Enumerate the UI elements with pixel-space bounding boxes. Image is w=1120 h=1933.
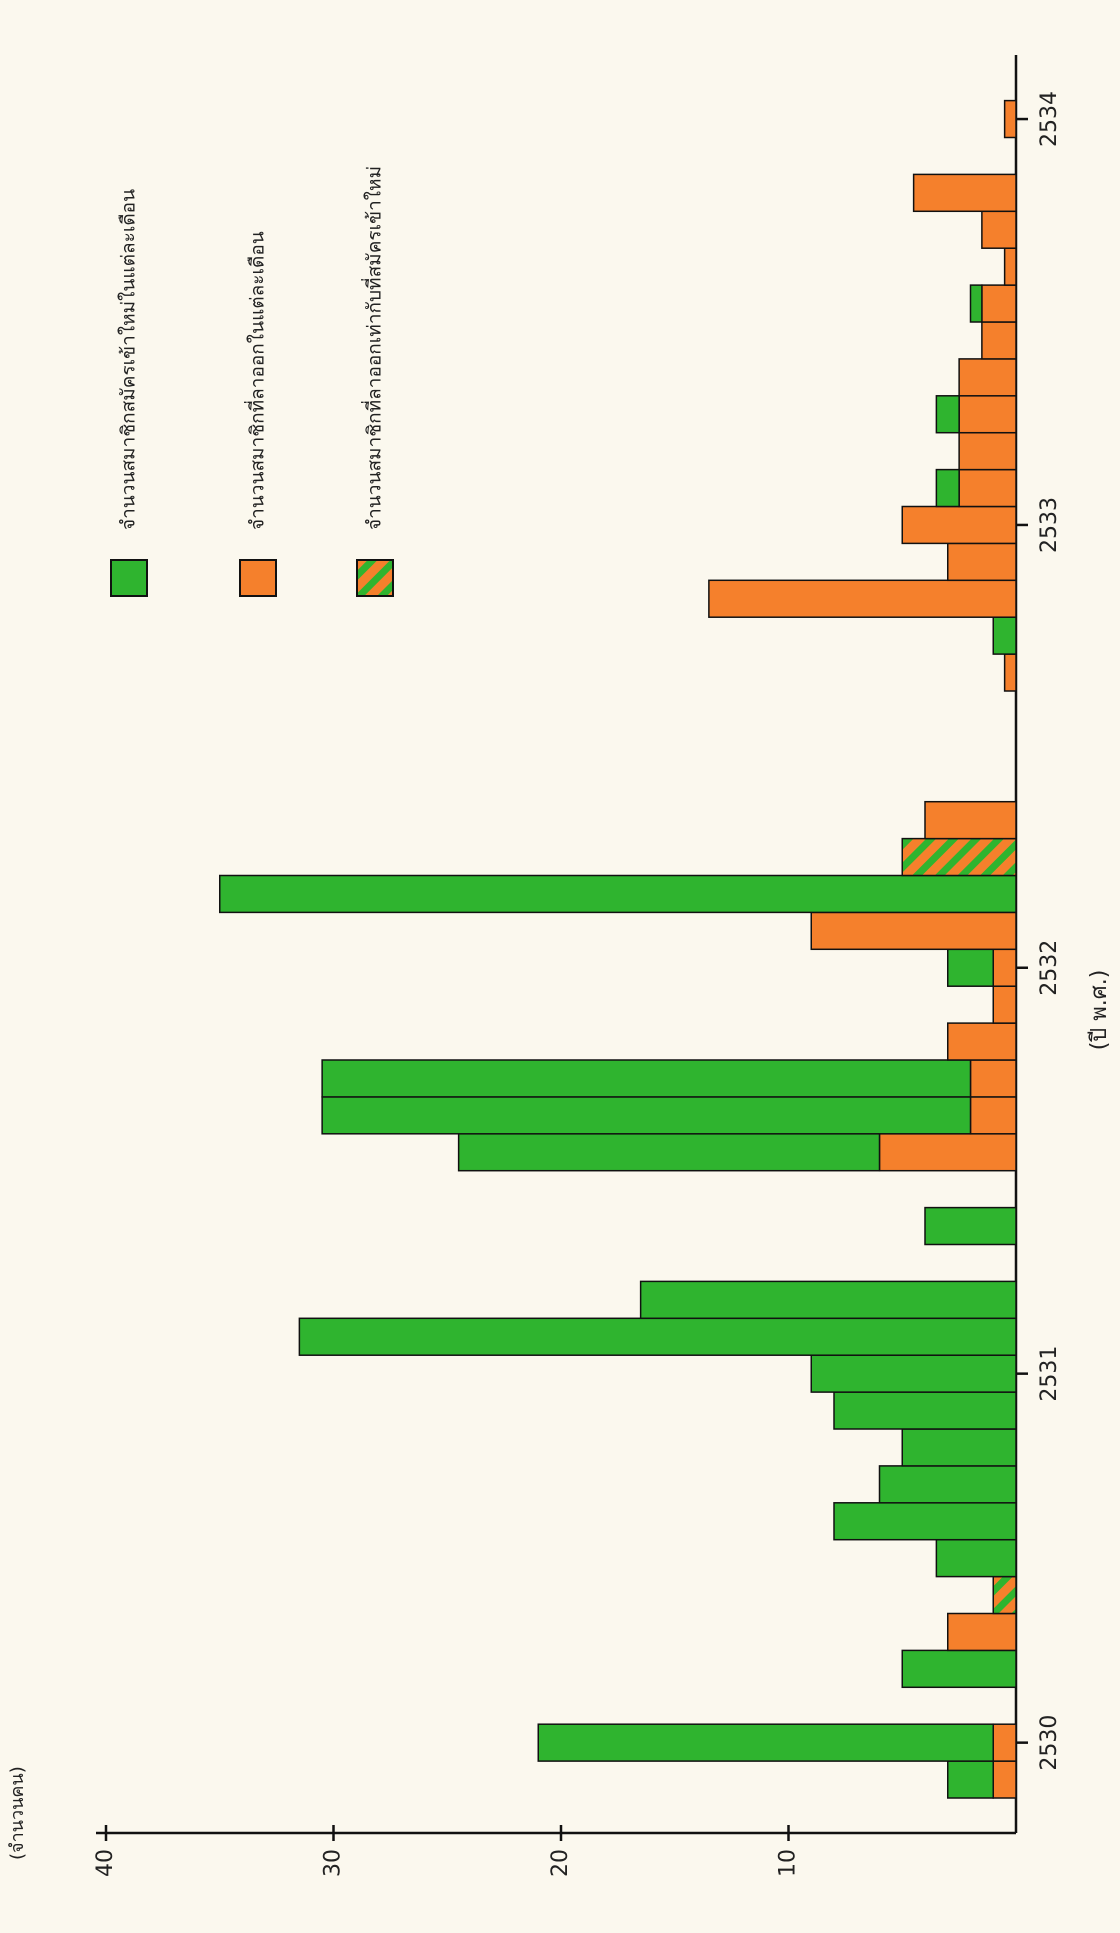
bar [833, 1502, 1017, 1541]
bar [969, 284, 983, 323]
bar [924, 1206, 1017, 1246]
bar [639, 1280, 1017, 1320]
bar [947, 1022, 1017, 1061]
legend-swatch [356, 559, 394, 597]
bar [992, 1575, 1017, 1615]
bar [992, 616, 1017, 655]
legend-label: จำนวนสมาชิกที่ลาออกเท่ากับที่สมัครเข้าให… [361, 166, 386, 530]
bar [833, 1391, 1017, 1430]
x-tick-label: 30 [321, 1849, 346, 1877]
bar [810, 911, 1017, 951]
bar [1003, 99, 1017, 139]
bar [878, 1465, 1017, 1504]
bar [947, 542, 1017, 582]
bar [992, 985, 1017, 1024]
bar [947, 1612, 1017, 1652]
bar [992, 948, 1017, 987]
bar [912, 173, 1017, 213]
bar [901, 837, 1017, 877]
x-axis-label: (จำนวนคน) [7, 1766, 28, 1860]
bar [321, 1096, 972, 1135]
category-label: 2532 [1037, 940, 1062, 996]
bar [298, 1317, 1017, 1356]
bar [958, 431, 1017, 471]
bar [924, 800, 1017, 840]
bar [457, 1133, 881, 1172]
bar [981, 321, 1017, 360]
bar [981, 210, 1017, 249]
bar [537, 1723, 994, 1762]
legend-swatch [110, 559, 148, 597]
bar [901, 1428, 1017, 1467]
bar [1003, 653, 1017, 692]
bar [901, 505, 1017, 545]
bar [321, 1059, 972, 1098]
bar [935, 468, 960, 508]
bar [992, 1723, 1017, 1762]
bar [947, 948, 994, 987]
bar [901, 1649, 1017, 1689]
bar [969, 1059, 1017, 1098]
legend-swatch [239, 559, 277, 597]
category-label: 2534 [1037, 91, 1062, 147]
category-label: 2531 [1037, 1346, 1062, 1402]
bar [219, 874, 1017, 914]
category-label: 2530 [1037, 1715, 1062, 1771]
y-axis-label: (ปี พ.ศ.) [1087, 970, 1112, 1051]
bar [958, 358, 1017, 397]
bar [969, 1096, 1017, 1135]
bar [935, 1538, 1017, 1578]
bar [878, 1133, 1017, 1172]
x-tick-label: 40 [93, 1849, 118, 1877]
bar [958, 468, 1017, 508]
x-tick-label: 10 [776, 1849, 801, 1877]
bar [810, 1354, 1017, 1393]
bar [947, 1760, 994, 1799]
bar [935, 395, 960, 434]
bar [958, 395, 1017, 434]
bar [708, 579, 1017, 618]
bar [981, 284, 1017, 323]
x-tick-label: 20 [548, 1849, 573, 1877]
legend-label: จำนวนสมาชิกที่ลาออกในแต่ละเดือน [244, 231, 269, 530]
bar [992, 1760, 1017, 1799]
category-label: 2533 [1037, 497, 1062, 553]
bar [1003, 247, 1017, 286]
legend-label: จำนวนสมาชิกสมัครเข้าใหม่ในแต่ละเดือน [118, 189, 140, 530]
